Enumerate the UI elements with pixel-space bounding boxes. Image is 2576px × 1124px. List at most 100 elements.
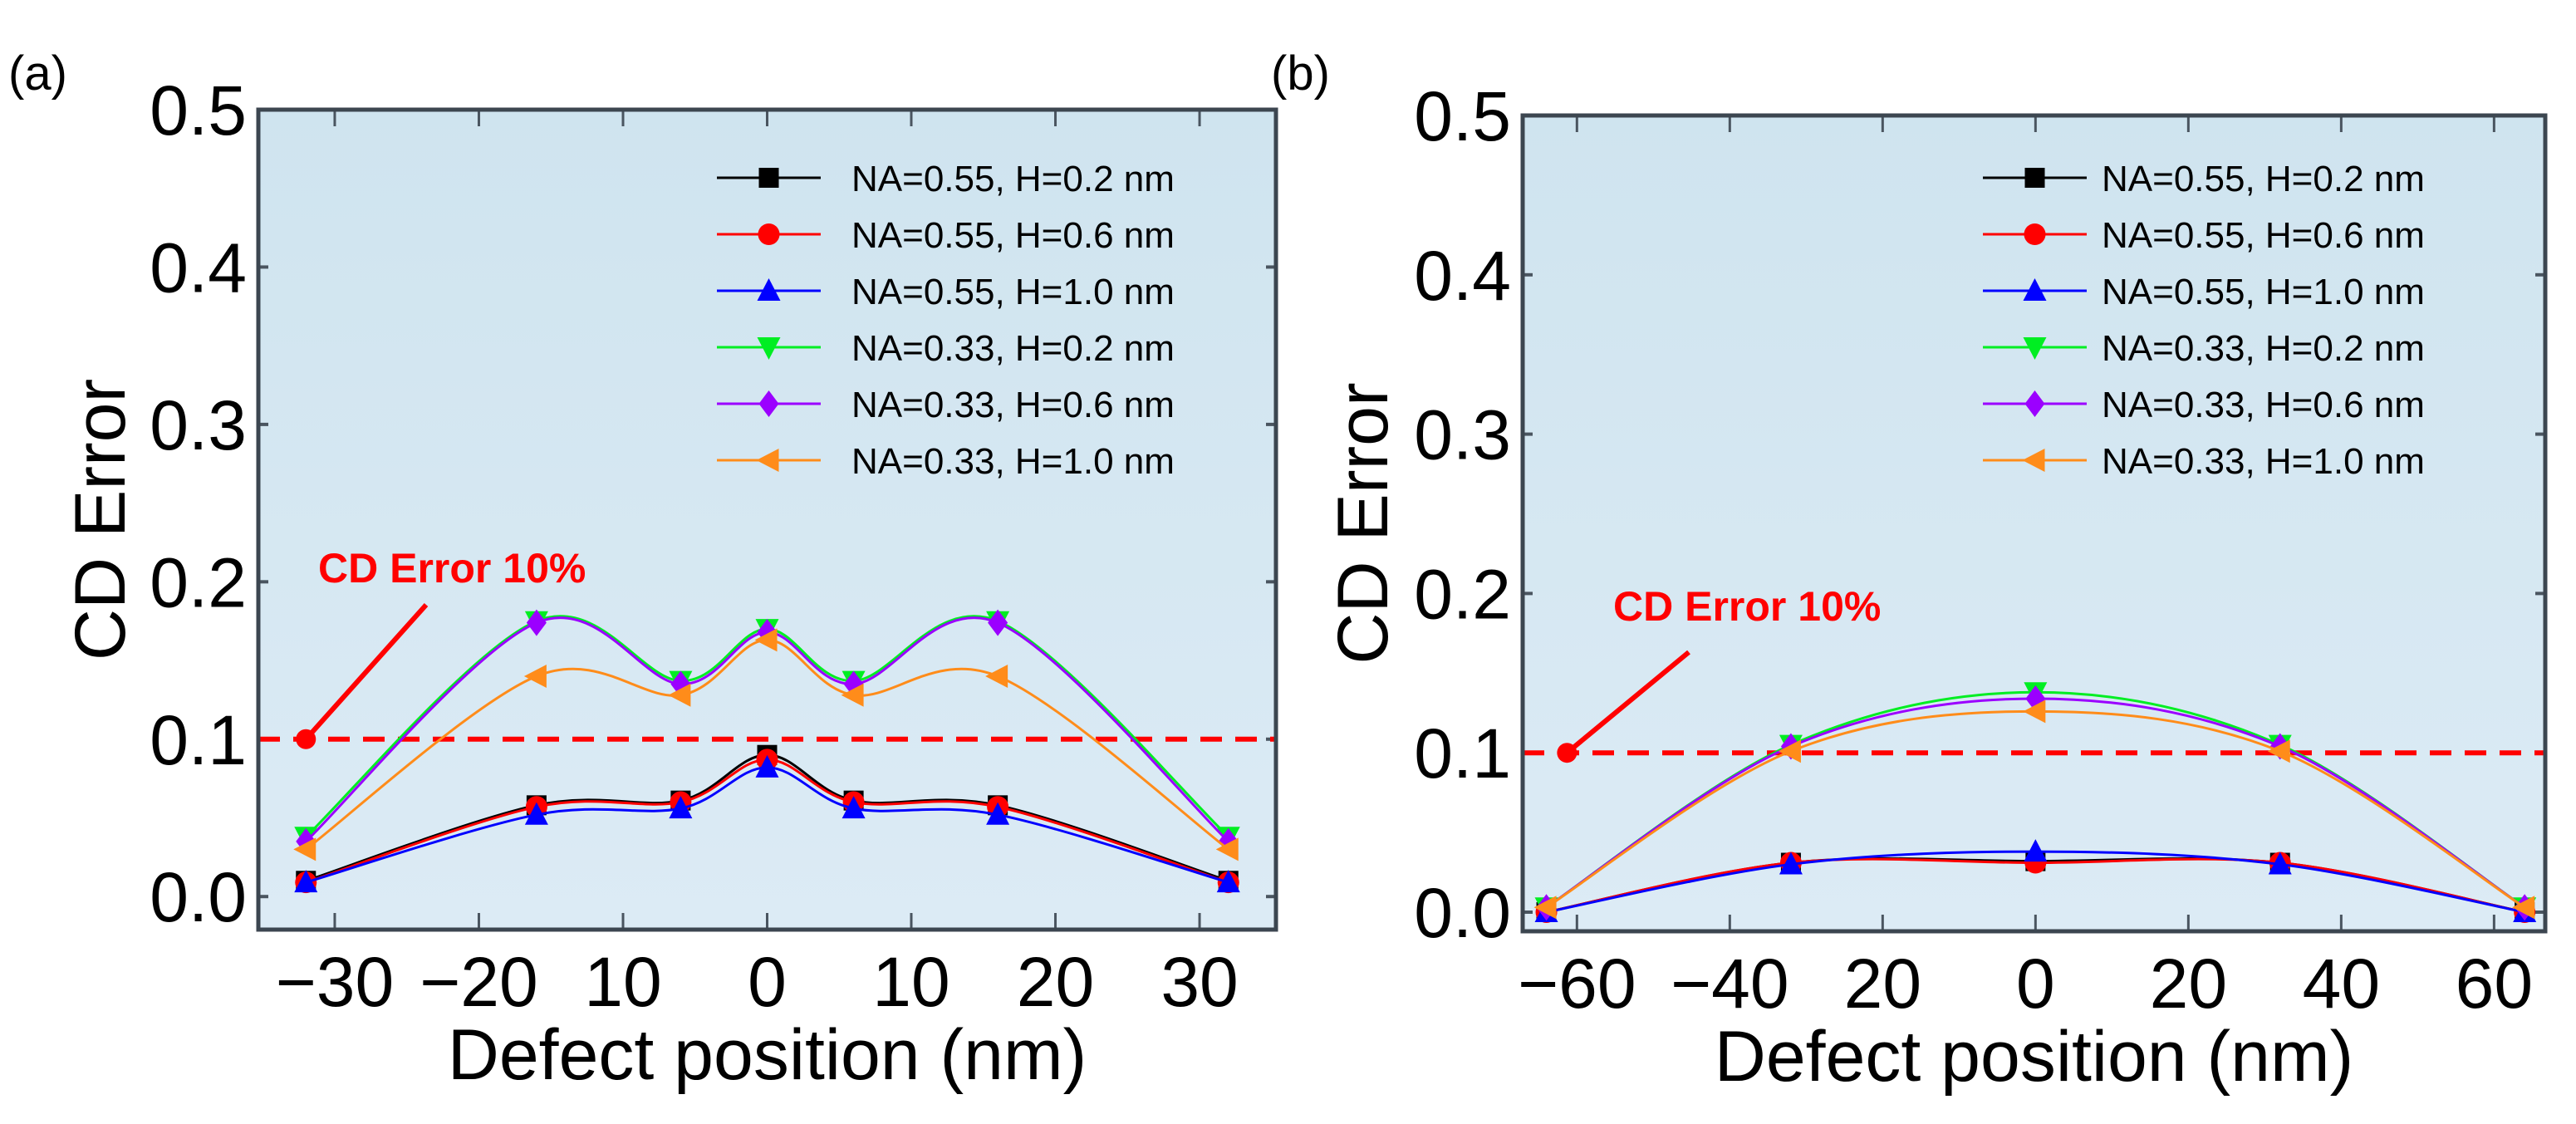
data-point: [524, 802, 548, 825]
x-tick-label: −30: [276, 943, 395, 1021]
legend-label: NA=0.55, H=0.6 nm: [851, 215, 1175, 256]
data-point: [669, 796, 693, 819]
plot-area: [258, 110, 1276, 930]
legend-marker: [757, 278, 781, 301]
data-point: [2268, 852, 2292, 875]
data-point: [1778, 739, 1801, 763]
data-point: [668, 683, 691, 707]
y-axis-label: CD Error: [1323, 382, 1403, 664]
y-tick-label: 0.4: [150, 228, 247, 307]
x-tick-label: 30: [1160, 943, 1238, 1021]
legend-label: NA=0.33, H=0.6 nm: [851, 385, 1175, 425]
data-point: [841, 683, 864, 707]
data-point: [986, 802, 1010, 825]
data-point: [1779, 852, 1803, 875]
legend-marker: [758, 390, 779, 417]
x-axis-label: Defect position (nm): [448, 1015, 1087, 1095]
threshold-annotation: CD Error 10%: [1613, 583, 1881, 630]
x-tick-label: 10: [584, 943, 661, 1021]
legend-label: NA=0.33, H=0.2 nm: [851, 328, 1175, 369]
y-tick-label: 0.2: [1414, 555, 1511, 633]
y-tick-label: 0.1: [1414, 714, 1511, 793]
data-point: [988, 609, 1008, 636]
y-tick-label: 0.5: [1414, 77, 1511, 155]
series-6: [293, 628, 1239, 861]
data-point: [2023, 699, 2046, 724]
legend-item: NA=0.33, H=0.6 nm: [1983, 385, 2425, 425]
legend-label: NA=0.33, H=0.6 nm: [2102, 385, 2425, 425]
data-point: [293, 837, 316, 861]
y-tick-label: 0.0: [1414, 874, 1511, 952]
x-tick-label: 40: [2303, 945, 2380, 1023]
data-point: [2512, 896, 2535, 920]
legend-item: NA=0.33, H=1.0 nm: [717, 441, 1175, 482]
legend-label: NA=0.33, H=1.0 nm: [851, 441, 1175, 482]
legend-marker: [756, 449, 779, 472]
legend-item: NA=0.33, H=1.0 nm: [1983, 441, 2425, 482]
y-tick-label: 0.0: [150, 858, 247, 936]
data-point: [841, 796, 866, 819]
annotation-dot: [1557, 743, 1577, 763]
x-tick-label: 10: [872, 943, 949, 1021]
y-tick-label: 0.5: [150, 71, 247, 150]
annotation-dot: [296, 729, 316, 749]
panel-label: (a): [8, 47, 67, 101]
x-tick-label: 60: [2456, 945, 2533, 1023]
legend-marker: [758, 223, 780, 245]
y-tick-label: 0.1: [150, 701, 247, 779]
threshold-annotation: CD Error 10%: [318, 545, 586, 591]
legend-label: NA=0.55, H=0.6 nm: [2102, 215, 2425, 256]
legend-label: NA=0.55, H=0.2 nm: [851, 159, 1175, 199]
panel-label: (b): [1271, 47, 1330, 101]
x-tick-label: 0: [748, 943, 787, 1021]
y-tick-label: 0.3: [1414, 396, 1511, 474]
plot-frame: [256, 107, 1278, 932]
x-tick-label: −40: [1671, 945, 1789, 1023]
legend-marker: [758, 168, 779, 188]
plot-frame: [1520, 113, 2548, 934]
legend-marker: [2024, 390, 2045, 417]
data-point: [754, 628, 778, 652]
y-tick-label: 0.2: [150, 543, 247, 621]
plot-area: [1523, 115, 2545, 931]
legend-marker: [2022, 449, 2045, 472]
legend-label: NA=0.55, H=1.0 nm: [851, 272, 1175, 312]
series-3: [294, 754, 1240, 893]
legend-marker: [757, 337, 781, 360]
x-tick-label: 20: [1017, 943, 1094, 1021]
legend-marker: [2024, 168, 2045, 188]
legend-item: NA=0.55, H=1.0 nm: [1983, 272, 2425, 312]
data-point: [755, 754, 779, 778]
x-tick-label: 20: [2150, 945, 2227, 1023]
legend-label: NA=0.33, H=0.2 nm: [2102, 328, 2425, 369]
legend-marker: [2023, 337, 2047, 360]
data-point: [2267, 739, 2290, 763]
series-6: [1533, 699, 2535, 920]
legend-item: NA=0.55, H=0.2 nm: [1983, 159, 2425, 199]
legend-item: NA=0.55, H=0.6 nm: [1983, 215, 2425, 256]
y-tick-label: 0.4: [1414, 237, 1511, 315]
y-tick-label: 0.3: [150, 386, 247, 464]
annotation-arrow: [1565, 650, 1690, 755]
legend-marker: [2023, 278, 2047, 301]
x-tick-label: 0: [2016, 945, 2055, 1023]
legend-label: NA=0.33, H=1.0 nm: [2102, 441, 2425, 482]
legend-label: NA=0.55, H=0.2 nm: [2102, 159, 2425, 199]
data-point: [1218, 827, 1239, 855]
data-point: [985, 664, 1008, 688]
data-point: [1216, 870, 1240, 893]
legend-item: NA=0.55, H=0.6 nm: [717, 215, 1175, 256]
data-point: [526, 609, 547, 636]
legend-item: NA=0.55, H=0.2 nm: [717, 159, 1175, 199]
legend-item: NA=0.33, H=0.2 nm: [717, 328, 1175, 369]
x-axis-label: Defect position (nm): [1715, 1017, 2354, 1097]
legend-label: NA=0.55, H=1.0 nm: [2102, 272, 2425, 312]
y-axis-label: CD Error: [61, 379, 140, 660]
x-tick-label: 20: [1844, 945, 1921, 1023]
data-point: [523, 664, 547, 688]
x-tick-label: −60: [1518, 945, 1636, 1023]
legend-item: NA=0.33, H=0.6 nm: [717, 385, 1175, 425]
chart-panel-a: −30 −20 10 0 10 20 30 0.0 0.1 0.2 0.3 0.4 0.5 NA=0.55…: [8, 47, 1278, 1095]
data-point: [294, 870, 318, 893]
